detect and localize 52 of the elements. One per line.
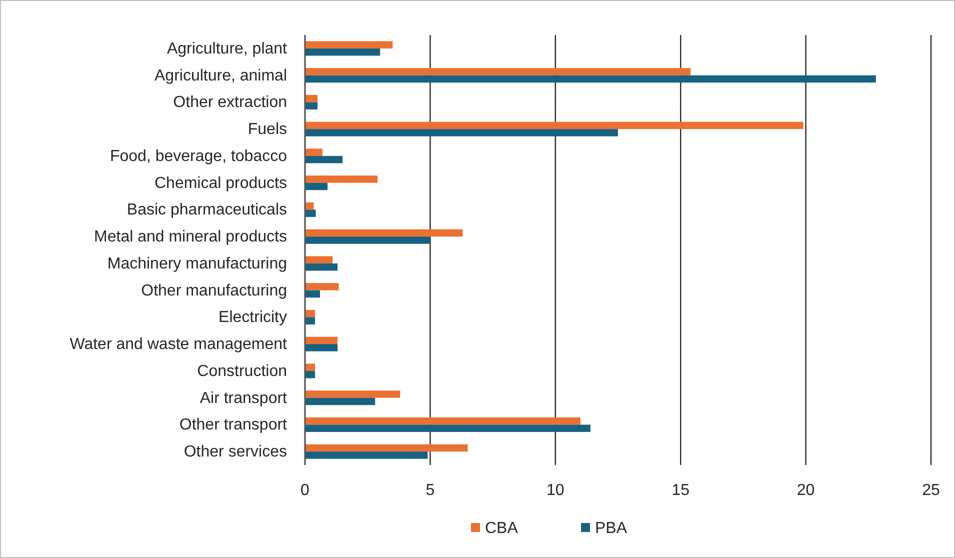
bar [305,48,380,56]
legend-label: CBA [485,520,518,537]
bar [305,398,376,406]
x-tick-label: 0 [300,482,310,499]
bar [305,236,430,244]
y-tick-label: Agriculture, plant [166,40,288,58]
bar [305,102,318,110]
bar [305,229,463,237]
bar [305,122,804,130]
y-tick-label: Other transport [179,416,288,434]
bar [305,417,580,425]
legend-label: PBA [595,520,628,537]
y-tick-label: Chemical products [154,174,287,192]
y-tick-label: Other manufacturing [141,282,287,300]
y-tick-label: Electricity [218,309,287,326]
bar [305,75,876,83]
bar [305,68,691,76]
bar [305,452,428,459]
bar [305,317,316,324]
bar [305,424,590,432]
y-tick-label: Agriculture, animal [154,67,287,84]
x-tick-label: 15 [672,482,690,499]
y-tick-label: Metal and mineral products [94,228,287,246]
bar [305,263,338,271]
y-tick-label: Water and waste management [70,336,288,354]
bar [305,283,339,290]
bar [305,41,393,48]
bar [305,364,316,371]
bar [305,210,316,217]
bar [305,176,378,183]
y-tick-label: Other services [184,444,287,461]
y-tick-label: Fuels [248,121,287,138]
bar [305,182,328,190]
y-tick-label: Food, beverage, tobacco [110,148,288,165]
bar [305,156,343,164]
x-tick-label: 20 [796,482,815,499]
bar [305,344,338,352]
y-tick-label: Basic pharmaceuticals [126,202,287,219]
x-tick-label: 5 [426,482,435,499]
bar [305,444,468,452]
x-tick-label: 25 [922,482,940,499]
bar [305,336,338,344]
y-tick-label: Machinery manufacturing [107,255,287,272]
bar [305,256,333,264]
y-tick-label: Other extraction [173,94,287,112]
y-tick-label: Construction [197,362,287,380]
x-tick-label: 10 [546,482,564,499]
bar [305,390,400,398]
bar [305,148,323,156]
y-tick-label: Air transport [200,390,288,407]
bar [305,129,618,136]
bar [305,290,320,298]
